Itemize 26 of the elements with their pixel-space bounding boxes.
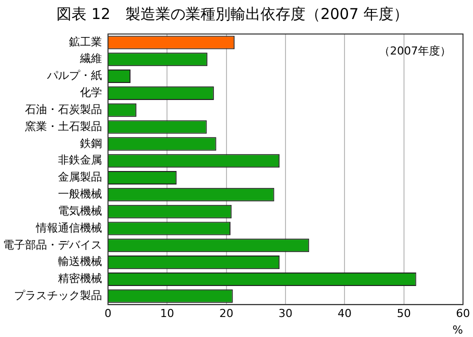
x-tick-label: 50 [396,307,411,320]
chart-title: 図表 12 製造業の業種別輸出依存度（2007 年度） [56,4,408,23]
y-tick-label: 非鉄金属 [58,154,102,167]
y-tick-label: 一般機械 [58,188,102,201]
y-tick-label: 化学 [80,86,102,100]
y-tick-label: 石油・石炭製品 [25,102,102,116]
y-tick-label: 電子部品・デバイス [3,238,102,252]
x-tick-label: 60 [456,307,470,320]
y-tick-label: 繊維 [79,52,102,66]
y-tick-label: 鉱工業 [69,35,102,48]
y-tick-label: 精密機械 [58,272,102,286]
y-tick-label: プラスチック製品 [14,289,102,302]
x-axis-title: % [452,323,463,336]
y-tick-label: 鉄鋼 [80,136,102,150]
annotation: （2007年度） [379,44,451,58]
x-tick-label: 30 [278,307,292,320]
x-tick-label: 0 [104,307,112,320]
x-tick-label: 10 [160,307,174,320]
y-tick-label: 情報通信機械 [35,221,102,234]
y-tick-label: 窯業・土石製品 [25,120,102,133]
y-tick-label: パルプ・紙 [46,69,102,82]
x-tick-label: 20 [219,307,234,320]
x-tick-label: 40 [338,307,352,320]
y-tick-label: 輸送機械 [58,255,102,268]
y-tick-label: 金属製品 [58,170,102,184]
y-tick-label: 電気機械 [58,204,102,218]
